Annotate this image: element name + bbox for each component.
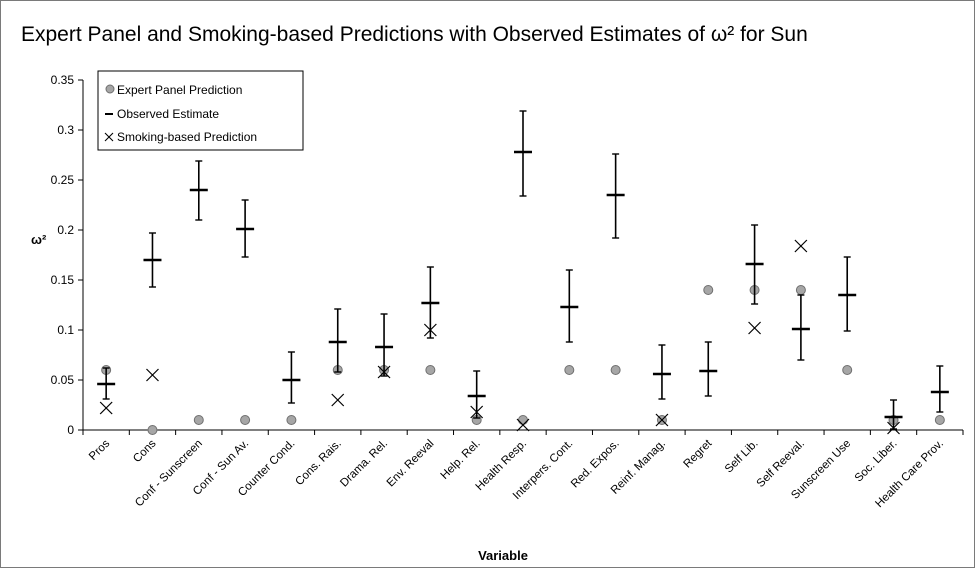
smoking-x-stroke bbox=[655, 413, 669, 427]
y-tick-label: 0.1 bbox=[57, 323, 74, 337]
x-category-label: Env. Reeval bbox=[385, 438, 437, 490]
smoking-x-stroke bbox=[99, 401, 113, 415]
smoking-prediction-point bbox=[887, 421, 900, 435]
smoking-prediction-point bbox=[146, 368, 159, 382]
y-tick-label: 0.25 bbox=[51, 173, 75, 187]
legend-smoking-symbol bbox=[104, 132, 114, 142]
expert-panel-point bbox=[795, 285, 806, 295]
x-category-label: Cons bbox=[131, 437, 159, 465]
expert-panel-point bbox=[193, 415, 204, 425]
smoking-x-stroke bbox=[331, 393, 345, 407]
smoking-prediction-point bbox=[516, 418, 530, 432]
smoking-prediction-point bbox=[99, 401, 113, 415]
smoking-prediction-point bbox=[655, 413, 669, 427]
expert-panel-point bbox=[518, 415, 528, 425]
smoking-x-stroke bbox=[423, 323, 437, 337]
smoking-prediction-point bbox=[377, 365, 391, 379]
smoking-x-stroke bbox=[377, 365, 391, 379]
x-category-label: Self Lib. bbox=[723, 438, 761, 476]
y-tick-label: 0.35 bbox=[51, 73, 75, 87]
smoking-x-stroke bbox=[146, 368, 159, 382]
x-category-label: Regret bbox=[681, 437, 714, 470]
x-axis-title: Variable bbox=[478, 548, 528, 563]
expert-panel-point bbox=[286, 415, 297, 425]
expert-panel-point bbox=[703, 285, 714, 295]
smoking-x-stroke bbox=[887, 421, 900, 435]
y-axis-title: ω² bbox=[31, 232, 47, 247]
legend-label: Expert Panel Prediction bbox=[117, 83, 242, 97]
expert-panel-point bbox=[425, 365, 436, 375]
y-tick-label: 0.3 bbox=[57, 123, 74, 137]
smoking-x-stroke bbox=[748, 321, 762, 335]
y-tick-label: 0.05 bbox=[51, 373, 75, 387]
expert-panel-point bbox=[934, 415, 945, 425]
smoking-x-stroke bbox=[516, 418, 530, 432]
x-category-label: Soc. Liber. bbox=[853, 438, 900, 485]
smoking-prediction-point bbox=[331, 393, 345, 407]
smoking-x-stroke bbox=[794, 239, 808, 253]
expert-panel-point bbox=[147, 425, 158, 435]
smoking-prediction-point bbox=[748, 321, 762, 335]
smoking-prediction-point bbox=[423, 323, 437, 337]
x-category-label: Help. Rel. bbox=[439, 438, 483, 482]
y-tick-label: 0.15 bbox=[51, 273, 75, 287]
smoking-prediction-point bbox=[794, 239, 808, 253]
expert-panel-point bbox=[610, 365, 621, 375]
x-category-label: Pros bbox=[87, 437, 112, 462]
smoking-x-stroke bbox=[470, 405, 484, 419]
smoking-prediction-point bbox=[470, 405, 484, 419]
legend-label: Smoking-based Prediction bbox=[117, 130, 257, 144]
y-tick-label: 0.2 bbox=[57, 223, 74, 237]
expert-panel-point bbox=[842, 365, 853, 375]
legend: Expert Panel Prediction Observed Estimate… bbox=[97, 70, 304, 151]
y-tick-label: 0 bbox=[67, 423, 74, 437]
x-category-label: Cons. Rais. bbox=[293, 438, 344, 489]
expert-panel-point bbox=[240, 415, 251, 425]
x-category-label: Drama. Rel. bbox=[338, 438, 390, 490]
legend-box bbox=[97, 70, 304, 151]
legend-label: Observed Estimate bbox=[117, 107, 219, 121]
expert-panel-point bbox=[564, 365, 575, 375]
chart-title: Expert Panel and Smoking-based Predictio… bbox=[21, 23, 808, 46]
legend-expert-symbol bbox=[105, 84, 115, 94]
